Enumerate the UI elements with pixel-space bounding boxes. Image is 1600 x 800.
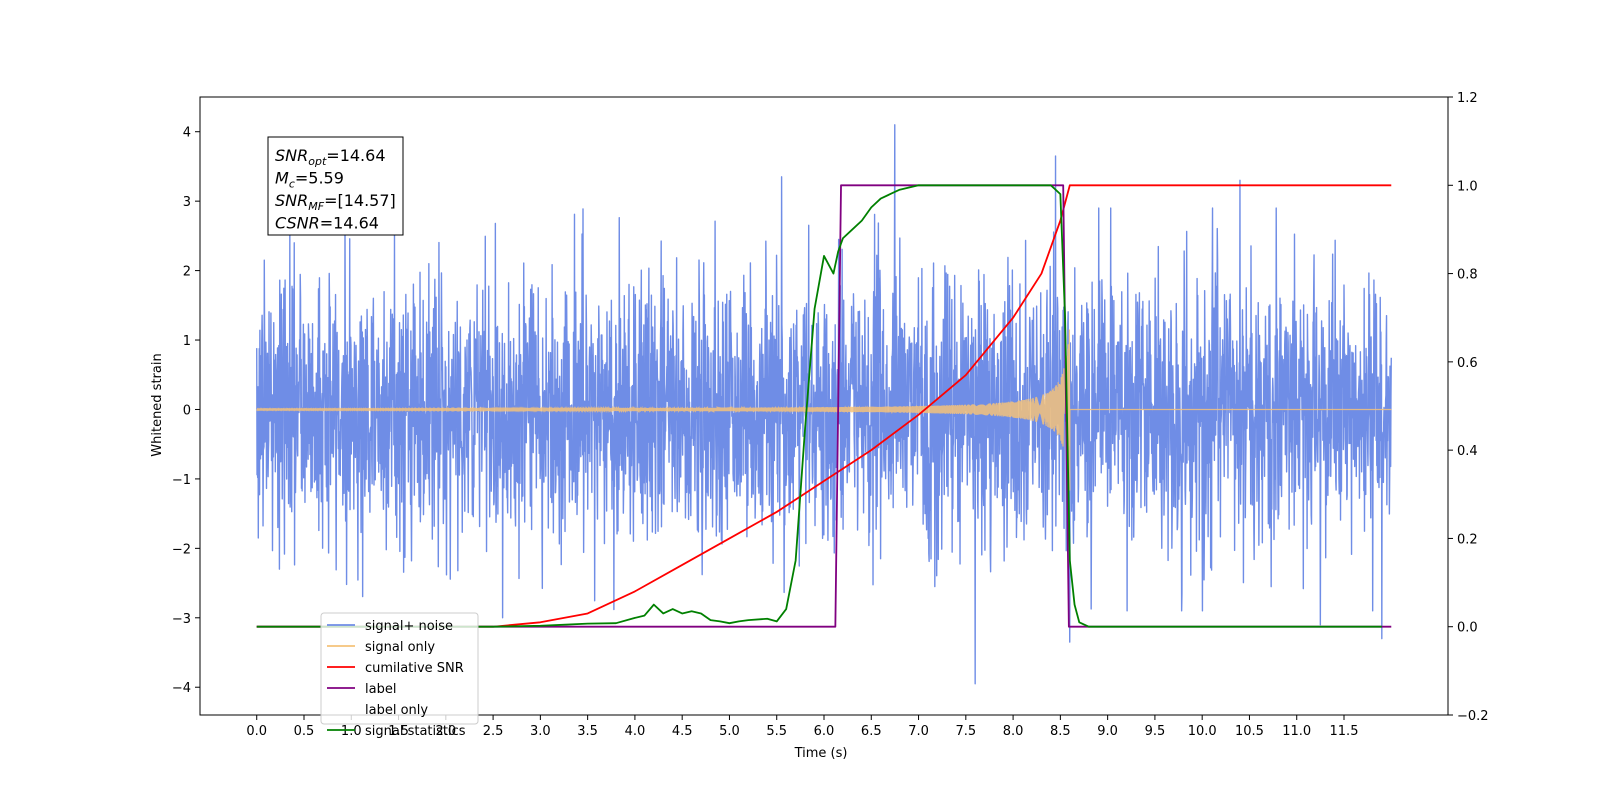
- x-tick-label: 4.0: [625, 724, 646, 739]
- legend-entry: signal statistics: [365, 724, 466, 739]
- y2-tick-label: 1.2: [1457, 91, 1478, 106]
- y-tick-label: −1: [172, 473, 191, 488]
- x-tick-label: 9.5: [1145, 724, 1166, 739]
- annotation-subscript: MF: [308, 200, 324, 213]
- x-tick-label: 6.5: [861, 724, 882, 739]
- x-tick-label: 8.5: [1050, 724, 1071, 739]
- x-tick-label: 2.0: [435, 724, 456, 739]
- x-tick-label: 2.5: [483, 724, 504, 739]
- signal-plus-noise-line: [256, 124, 1392, 685]
- legend-entry: label: [365, 682, 396, 697]
- x-tick-label: 9.0: [1097, 724, 1118, 739]
- annotation-subscript: c: [289, 178, 295, 191]
- annotation-line: CSNR=14.64: [275, 214, 379, 233]
- y-tick-label: −4: [172, 681, 191, 696]
- cumulative-snr-line: [256, 184, 1392, 628]
- noise-series-layer: [256, 124, 1392, 685]
- x-tick-label: 10.0: [1188, 724, 1217, 739]
- legend-entry: signal only: [365, 640, 435, 655]
- x-axis-label: Time (s): [794, 746, 848, 761]
- x-tick-label: 8.0: [1003, 724, 1024, 739]
- x-tick-label: 1.5: [388, 724, 409, 739]
- annotation-symbol: SNR: [275, 146, 308, 165]
- y-axis-label: Whitened strain: [150, 353, 165, 456]
- annotation-value: =14.64: [320, 214, 379, 233]
- x-tick-label: 4.5: [672, 724, 693, 739]
- annotation-frame: [267, 136, 404, 236]
- y-tick-label: 2: [183, 265, 191, 280]
- legend: signal+ noise signal only cumilative SNR la…: [320, 612, 479, 739]
- x-tick-label: 6.0: [814, 724, 835, 739]
- y2-tick-label: −0.2: [1457, 709, 1489, 724]
- annotation-subscript: opt: [308, 155, 327, 168]
- y2-tick-label: 0.4: [1457, 444, 1478, 459]
- y2-tick-label: 1.0: [1457, 179, 1478, 194]
- y2-tick-label: 0.6: [1457, 356, 1478, 371]
- y-tick-label: 0: [183, 403, 191, 418]
- signal-only-line: [256, 329, 1392, 491]
- annotation-line: Mc=5.59: [275, 169, 344, 191]
- annotation-symbol: CSNR: [275, 214, 320, 233]
- legend-entry: cumilative SNR: [365, 661, 464, 676]
- y2-tick-label: 0.0: [1457, 621, 1478, 636]
- annotation-symbol: M: [275, 169, 289, 188]
- x-tick-label: 3.5: [577, 724, 598, 739]
- y-tick-label: −3: [172, 612, 191, 627]
- x-tick-label: 10.5: [1235, 724, 1264, 739]
- x-tick-label: 3.0: [530, 724, 551, 739]
- x-tick-label: 11.5: [1330, 724, 1359, 739]
- y-tick-label: 1: [183, 334, 191, 349]
- y-tick-label: −2: [172, 542, 191, 557]
- y2-tick-label: 0.8: [1457, 268, 1478, 283]
- annotation-line: SNRopt=14.64: [275, 146, 386, 168]
- x-tick-label: 7.5: [955, 724, 976, 739]
- legend-frame: [320, 612, 479, 725]
- annotation-value: =[14.57]: [324, 191, 396, 210]
- y2-tick-label: 0.2: [1457, 532, 1478, 547]
- right-y-axis-ticks: −0.2 0.0 0.2 0.4 0.6 0.8 1.0 1.2: [1448, 91, 1489, 724]
- x-tick-label: 5.0: [719, 724, 740, 739]
- annotation-line: SNRMF=[14.57]: [275, 191, 396, 213]
- x-tick-label: 1.0: [341, 724, 362, 739]
- y-axis-ticks: −4 −3 −2 −1 0 1 2 3 4: [172, 126, 200, 696]
- stats-annotation-box: SNRopt=14.64Mc=5.59SNRMF=[14.57]CSNR=14.…: [267, 136, 404, 236]
- x-tick-label: 11.0: [1282, 724, 1311, 739]
- chirp-series-layer: [256, 329, 1392, 491]
- signal-statistics-line: [256, 184, 1382, 628]
- annotation-value: =14.64: [326, 146, 385, 165]
- y-tick-label: 3: [183, 195, 191, 210]
- x-tick-label: 7.0: [908, 724, 929, 739]
- annotation-symbol: SNR: [275, 191, 308, 210]
- y-tick-label: 4: [183, 126, 191, 141]
- x-axis-ticks: 0.0 0.5 1.0 1.5 2.0 2.5 3.0 3.5 4.0 4.5 5.0 5.5 6.0 6…: [246, 715, 1358, 739]
- legend-entry: signal+ noise: [365, 619, 453, 634]
- x-tick-label: 5.5: [766, 724, 787, 739]
- x-tick-label: 0.5: [294, 724, 315, 739]
- x-tick-label: 0.0: [246, 724, 267, 739]
- right-axis-series-layer: [256, 184, 1392, 628]
- legend-entry: label only: [365, 703, 428, 718]
- annotation-value: =5.59: [295, 169, 344, 188]
